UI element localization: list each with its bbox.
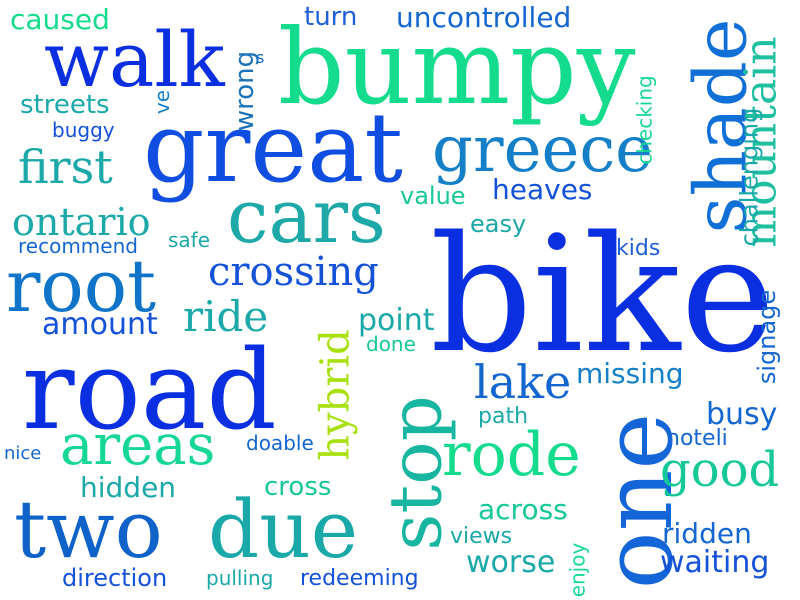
word-direction: direction bbox=[62, 564, 168, 592]
word-stop: stop bbox=[373, 395, 458, 551]
word-due: due bbox=[208, 483, 359, 576]
word-walk: walk bbox=[44, 15, 225, 104]
word-ridden: ridden bbox=[662, 517, 752, 550]
word-challenging: challenging bbox=[735, 107, 764, 247]
word-path: path bbox=[478, 404, 529, 429]
word-wrong: wrong bbox=[230, 50, 261, 132]
word-ve: ve bbox=[150, 89, 175, 115]
word-great: great bbox=[143, 92, 403, 204]
word-two: two bbox=[14, 483, 163, 576]
word-amount: amount bbox=[42, 307, 158, 342]
word-bike: bike bbox=[430, 201, 776, 388]
word-redeeming: redeeming bbox=[300, 566, 419, 591]
word-safe: safe bbox=[168, 228, 211, 252]
word-recommend: recommend bbox=[18, 234, 138, 258]
word-s: s bbox=[256, 48, 265, 67]
word-rode: rode bbox=[442, 420, 581, 490]
word-hoteli: hoteli bbox=[666, 426, 728, 451]
word-pulling: pulling bbox=[206, 566, 274, 590]
word-easy: easy bbox=[470, 210, 527, 238]
word-checking: checking bbox=[632, 75, 657, 165]
word-missing: missing bbox=[576, 357, 684, 390]
word-done: done bbox=[366, 332, 416, 356]
word-uncontrolled: uncontrolled bbox=[396, 1, 572, 34]
word-lake: lake bbox=[474, 355, 572, 409]
word-bumpy: bumpy bbox=[278, 6, 636, 128]
word-buggy: buggy bbox=[52, 118, 115, 142]
word-nice: nice bbox=[4, 443, 42, 464]
word-doable: doable bbox=[246, 431, 314, 455]
word-hidden: hidden bbox=[80, 471, 177, 504]
word-streets: streets bbox=[20, 90, 110, 120]
word-cross: cross bbox=[264, 472, 332, 502]
word-areas: areas bbox=[60, 413, 216, 478]
word-enjoy: enjoy bbox=[565, 542, 590, 598]
word-greece: greece bbox=[432, 113, 654, 187]
word-signage: signage bbox=[753, 289, 782, 385]
word-views: views bbox=[450, 524, 513, 549]
word-waiting: waiting bbox=[660, 545, 770, 580]
word-road: road bbox=[22, 326, 277, 454]
word-across: across bbox=[478, 493, 568, 526]
word-busy: busy bbox=[706, 397, 778, 432]
word-worse: worse bbox=[466, 545, 556, 580]
word-turn: turn bbox=[304, 2, 358, 32]
word-good: good bbox=[660, 442, 780, 498]
word-cars: cars bbox=[227, 174, 386, 260]
word-point: point bbox=[358, 303, 435, 338]
word-value: value bbox=[400, 182, 466, 210]
word-caused: caused bbox=[10, 3, 110, 36]
word-crossing: crossing bbox=[208, 249, 379, 295]
word-root: root bbox=[6, 244, 157, 328]
word-ontario: ontario bbox=[12, 200, 151, 244]
word-first: first bbox=[18, 140, 113, 194]
word-ride: ride bbox=[183, 292, 269, 341]
word-kids: kids bbox=[616, 236, 661, 261]
word-heaves: heaves bbox=[492, 173, 593, 206]
word-hybrid: hybrid bbox=[312, 329, 359, 461]
